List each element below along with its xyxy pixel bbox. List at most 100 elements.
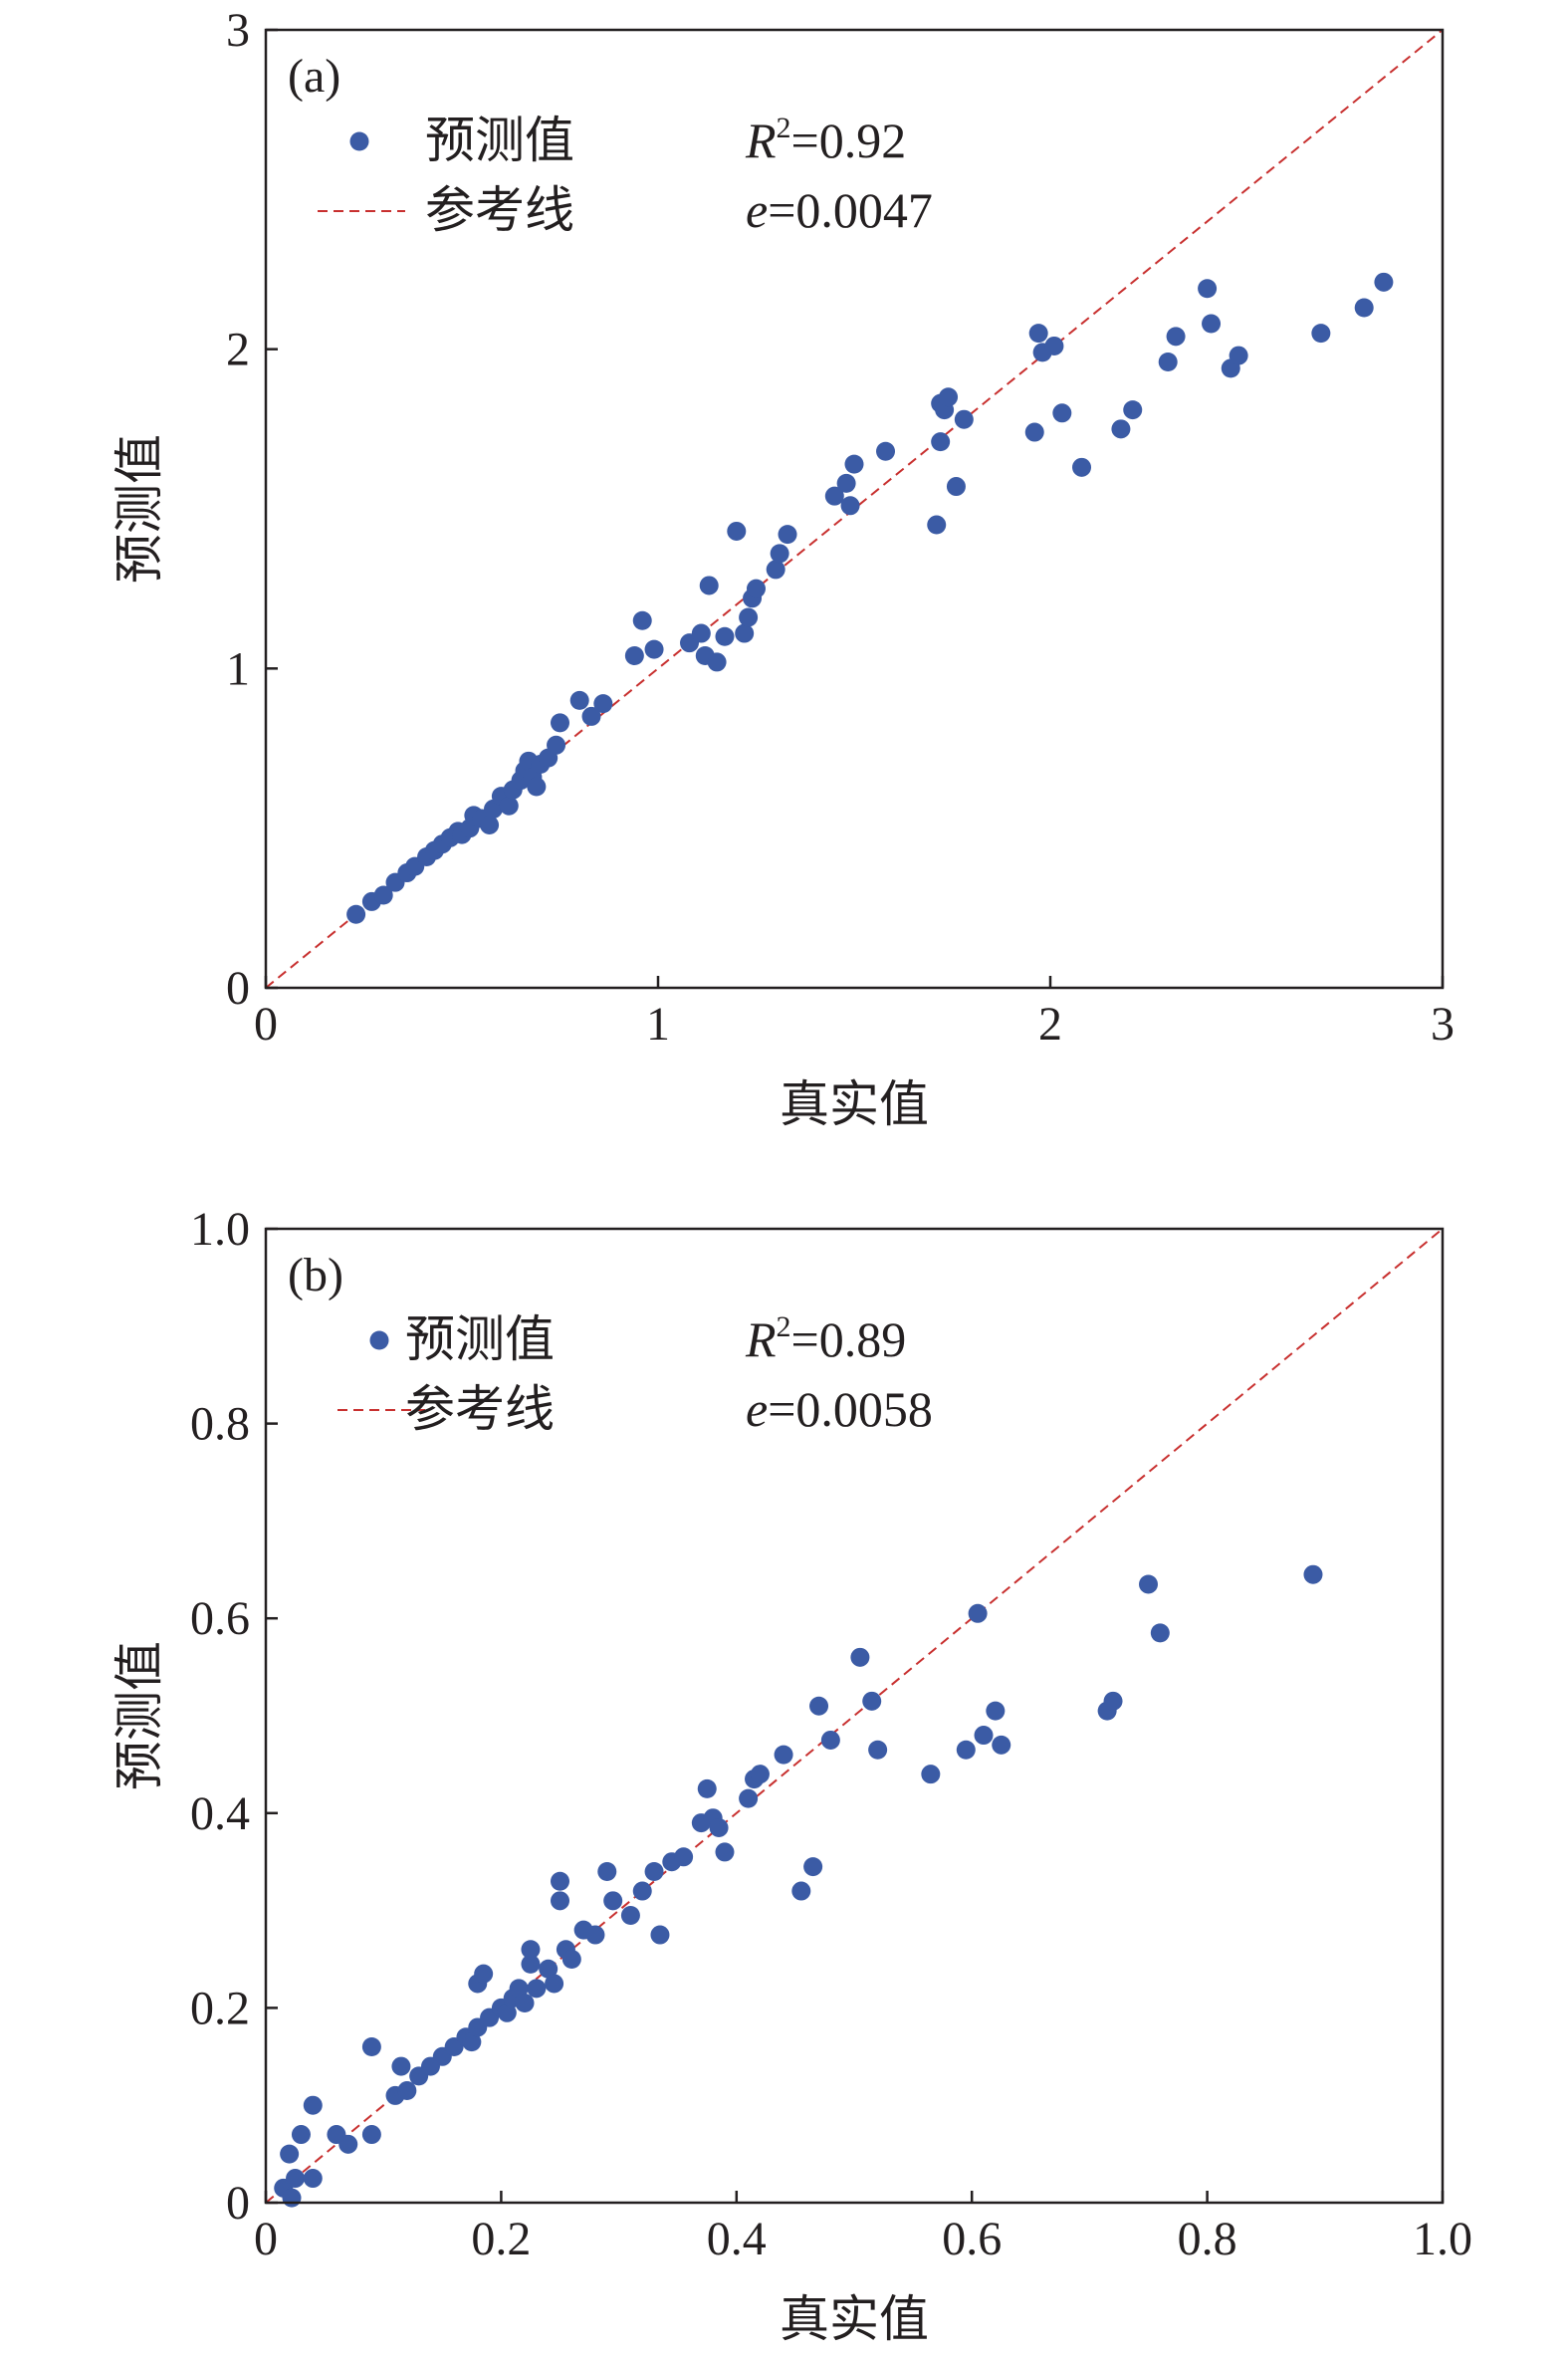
data-point [1202,314,1222,334]
data-point [291,2125,311,2145]
y-axis-title: 预测值 [112,1641,167,1790]
data-point [551,1871,569,1891]
data-point [569,690,589,710]
data-point [644,1861,664,1881]
x-tick-label: 1 [646,998,670,1051]
data-point [650,1925,670,1945]
data-point [603,1891,623,1911]
data-point [547,735,566,755]
data-point [709,1817,729,1837]
data-point [499,796,519,816]
y-tick-label: 2 [226,324,250,376]
legend-marker-points [349,131,369,151]
y-tick-label: 1.0 [190,1203,250,1256]
data-point [1028,324,1048,344]
data-point [747,579,766,598]
data-point [986,1701,1006,1721]
data-point [480,815,500,834]
data-point [1311,324,1331,344]
error-annotation: e=0.0058 [746,1381,933,1437]
data-point [1024,422,1044,442]
data-point [1158,352,1178,371]
legend-label-points: 预测值 [425,113,574,168]
data-point [836,473,856,493]
data-point [850,1647,870,1667]
data-point [462,2032,482,2052]
data-point [750,1765,770,1784]
data-point [824,486,844,506]
data-point [735,623,755,643]
data-point [280,2144,300,2164]
data-point [739,607,759,627]
data-point [992,1735,1011,1755]
data-point [303,2095,323,2115]
x-axis-title: 真实值 [780,2291,929,2347]
x-tick-label: 0 [254,2213,278,2265]
data-point [699,576,719,595]
data-point [551,713,569,733]
data-point [715,1842,735,1862]
data-point [921,1765,941,1784]
data-point [1354,298,1374,318]
data-point [862,1691,882,1711]
data-point [373,885,393,905]
data-point [939,387,959,407]
data-point [361,2037,381,2057]
y-tick-label: 0.8 [190,1398,250,1451]
r-squared-value: 0.92 [819,113,907,168]
data-point [774,1745,793,1765]
data-point [931,432,951,452]
r-squared-value: 0.89 [819,1311,907,1367]
data-point [551,1891,569,1911]
data-point [644,639,664,659]
data-point [539,1959,559,1979]
data-point [868,1740,888,1760]
data-point [820,1730,840,1750]
x-tick-label: 1.0 [1413,2213,1472,2265]
data-point [707,652,727,672]
data-point [527,777,547,797]
y-axis-title: 预测值 [112,434,167,584]
data-point [527,1979,547,1999]
data-point [803,1857,823,1877]
data-point [791,1881,811,1901]
x-tick-label: 0.8 [1178,2213,1237,2265]
data-point [691,623,711,643]
data-point [1198,279,1218,299]
y-tick-label: 0.2 [190,1982,250,2034]
data-point [809,1696,829,1716]
x-axis-title: 真实值 [780,1076,929,1132]
data-point [561,1950,581,1969]
r-squared-annotation: R2=0.89 [745,1310,906,1367]
data-point [1052,403,1072,423]
data-point [876,441,896,461]
data-point [954,409,974,429]
data-point [1111,419,1131,439]
data-point [391,2056,411,2076]
data-point [286,2169,306,2189]
legend-label-points: 预测值 [405,1311,555,1367]
data-point [620,1905,640,1925]
data-point [624,646,644,666]
data-point [1150,1623,1170,1643]
panel-label: (a) [288,50,340,103]
data-point [1139,1574,1158,1594]
data-point [674,1847,694,1867]
data-point [778,525,797,545]
legend-label-line: 参考线 [425,182,574,238]
y-tick-label: 0 [226,2177,250,2230]
data-point [1072,457,1092,477]
data-point [282,2188,302,2208]
legend-marker-points [369,1330,389,1350]
data-point [1123,400,1143,420]
data-point [697,1778,717,1798]
error-annotation: e=0.0047 [746,182,933,238]
x-tick-label: 0 [254,998,278,1051]
y-tick-label: 0.4 [190,1787,250,1840]
data-point [1374,272,1394,292]
data-point [1166,327,1186,347]
data-point [497,2003,517,2022]
data-point [515,1994,535,2013]
y-tick-label: 3 [226,4,250,57]
